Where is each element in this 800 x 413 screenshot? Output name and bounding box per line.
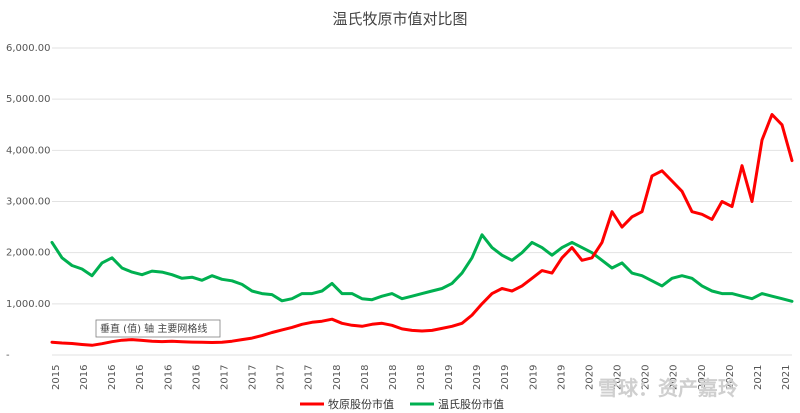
gridline-tooltip: 垂直 (值) 轴 主要网格线 [95,319,221,338]
x-tick-label: 2017 [248,365,259,390]
y-tick-label: 1,000.00 [6,299,51,310]
series-line [50,233,794,303]
tooltip-text: 垂直 (值) 轴 主要网格线 [100,322,207,335]
x-tick-label: 2018 [388,365,399,390]
x-tick-label: 2019 [500,365,511,390]
legend: 牧原股份市值 温氏股份市值 [300,397,504,411]
series-line [50,113,794,347]
x-tick-label: 2016 [163,365,174,390]
y-tick-label: 2,000.00 [6,248,51,259]
x-tick-label: 2018 [360,365,371,390]
x-tick-label: 2020 [641,365,652,390]
x-tick-label: 2017 [276,365,287,390]
x-tick-label: 2016 [135,365,146,390]
y-axis-tick-labels: - 1,000.00 2,000.00 3,000.00 4,000.00 5,000.0… [6,43,51,361]
watermark: 雪球：资产嘉玲 [598,376,739,400]
legend-label: 牧原股份市值 [328,397,394,411]
x-tick-label: 2019 [556,365,567,390]
x-tick-label: 2016 [107,365,118,390]
y-tick-label: 3,000.00 [6,197,51,208]
x-tick-label: 2017 [304,365,315,390]
gridlines [52,47,792,356]
series-layer [50,113,794,347]
chart-title: 温氏牧原市值对比图 [332,10,467,28]
y-tick-label: 5,000.00 [6,94,51,105]
x-axis-tick-labels: 2015 2016 2016 2016 2016 2016 2017 2017 2017 2017… [51,365,792,390]
y-tick-label: 6,000.00 [6,43,51,54]
x-tick-label: 2020 [697,365,708,390]
x-tick-label: 2016 [79,365,90,390]
x-tick-label: 2016 [191,365,202,390]
legend-label: 温氏股份市值 [438,397,504,411]
x-tick-label: 2021 [753,365,764,390]
x-tick-label: 2019 [472,365,483,390]
x-tick-label: 2020 [669,365,680,390]
tooltip-box [95,319,221,338]
x-tick-label: 2020 [613,365,624,390]
x-tick-label: 2020 [584,365,595,390]
x-tick-label: 2019 [444,365,455,390]
x-tick-label: 2019 [528,365,539,390]
x-tick-label: 2017 [219,365,230,390]
x-tick-label: 2018 [416,365,427,390]
x-tick-label: 2020 [725,365,736,390]
x-tick-label: 2021 [781,365,792,390]
x-tick-label: 2015 [51,365,62,390]
y-tick-label: 4,000.00 [6,145,51,156]
x-tick-label: 2018 [332,365,343,390]
y-tick-label: - [6,350,10,361]
